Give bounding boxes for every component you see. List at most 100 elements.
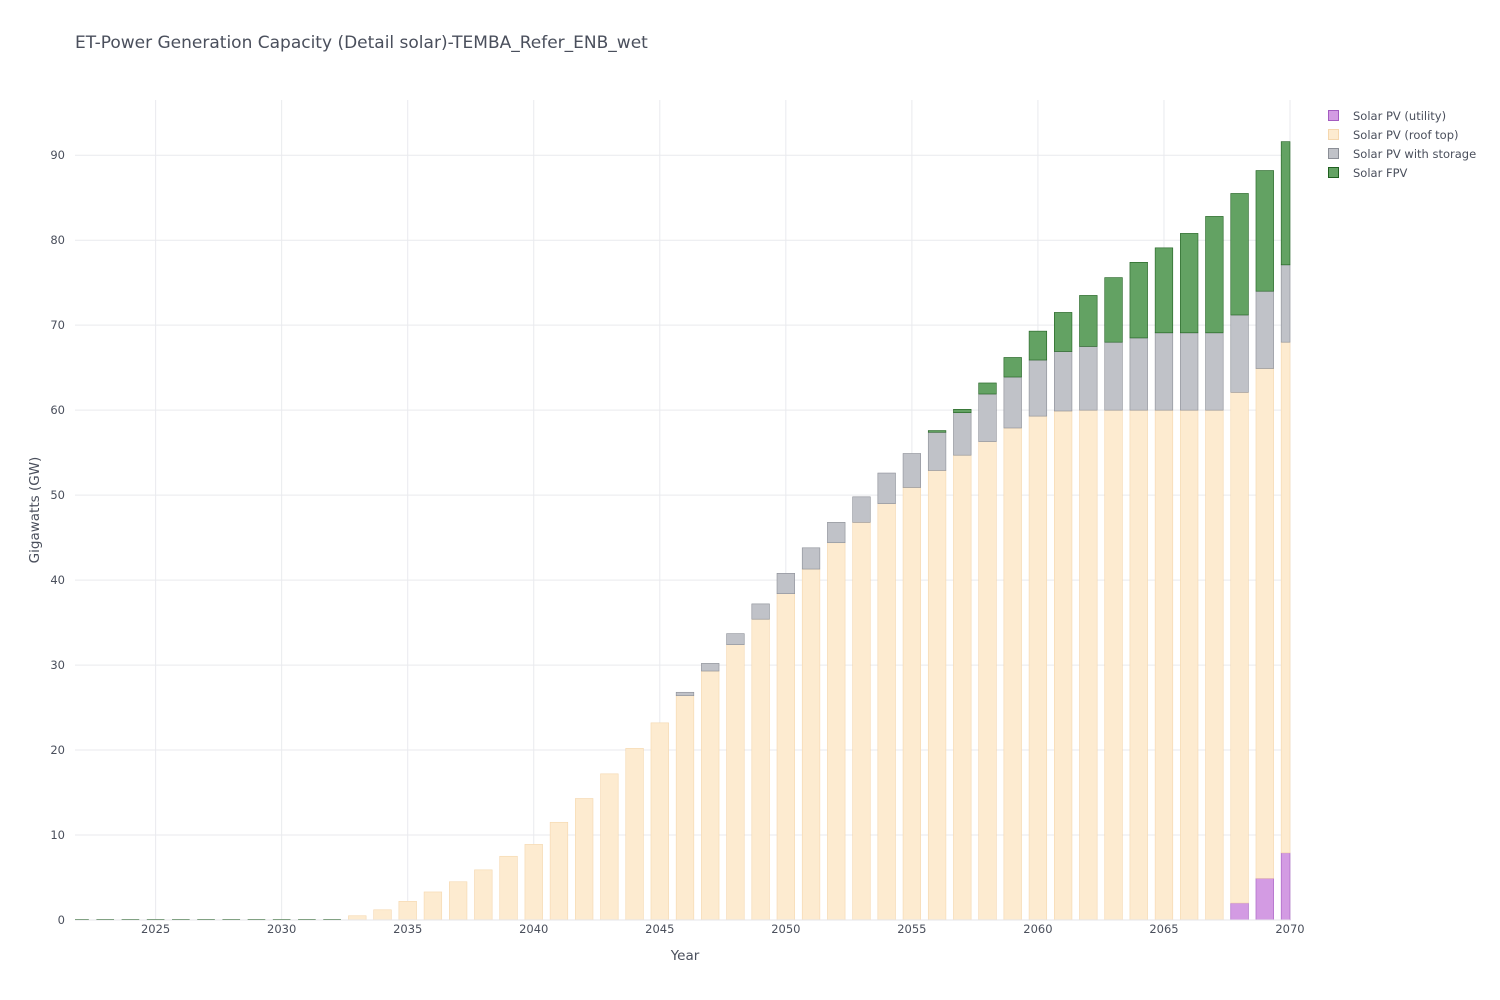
bar-segment[interactable] <box>902 453 921 488</box>
bar-segment[interactable] <box>978 393 997 442</box>
bar-segment[interactable] <box>726 644 745 921</box>
bar-segment[interactable] <box>751 603 770 620</box>
bar-segment[interactable] <box>1003 427 1022 921</box>
bar-segment[interactable] <box>1104 341 1123 411</box>
bar-segment[interactable] <box>1054 410 1073 921</box>
bar-segment[interactable] <box>827 542 846 921</box>
bar-segment[interactable] <box>348 915 367 921</box>
bar-segment[interactable] <box>852 496 871 523</box>
bar-segment[interactable] <box>776 593 795 921</box>
bar-segment[interactable] <box>1255 878 1274 921</box>
bar-segment[interactable] <box>625 748 644 921</box>
bar-segment[interactable] <box>373 909 392 921</box>
bar-segment[interactable] <box>1104 277 1123 343</box>
bar-segment[interactable] <box>675 691 695 696</box>
bar-segment[interactable] <box>675 695 695 921</box>
bar-segment[interactable] <box>1280 852 1291 921</box>
bar-segment[interactable] <box>1079 409 1098 921</box>
legend-item[interactable]: Solar PV (utility) <box>1328 106 1476 125</box>
y-axis-title: Gigawatts (GW) <box>27 457 43 564</box>
y-tick-label: 10 <box>50 828 65 842</box>
legend-item[interactable]: Solar FPV <box>1328 163 1476 182</box>
bar-segment[interactable] <box>398 901 417 921</box>
bar-segment[interactable] <box>701 670 720 921</box>
bar-segment[interactable] <box>927 430 947 433</box>
bar-segment[interactable] <box>1230 392 1249 904</box>
bar-segment[interactable] <box>978 441 997 921</box>
bar-segment[interactable] <box>1230 902 1249 921</box>
bar-segment[interactable] <box>827 522 846 544</box>
bar-segment[interactable] <box>877 503 896 921</box>
bar-segment[interactable] <box>1280 141 1291 266</box>
bar-segment[interactable] <box>1255 368 1274 879</box>
bar-segment[interactable] <box>927 431 947 471</box>
legend-swatch <box>1328 129 1339 140</box>
bar-segment[interactable] <box>1079 295 1098 347</box>
bar-segment[interactable] <box>1255 290 1274 369</box>
bar-segment[interactable] <box>1255 170 1274 292</box>
legend-item[interactable]: Solar PV (roof top) <box>1328 125 1476 144</box>
bar-segment[interactable] <box>1180 233 1199 334</box>
legend-swatch <box>1328 148 1339 159</box>
bar-segment[interactable] <box>1180 332 1199 411</box>
bar-segment[interactable] <box>1129 262 1148 339</box>
y-tick-label: 80 <box>50 233 65 247</box>
legend-label: Solar PV (roof top) <box>1353 127 1459 142</box>
bar-segment[interactable] <box>978 382 997 395</box>
bar-segment[interactable] <box>953 454 972 921</box>
y-tick-label: 20 <box>50 743 65 757</box>
bar-segment[interactable] <box>1129 337 1148 411</box>
bar-segment[interactable] <box>600 773 619 921</box>
bar-segment[interactable] <box>1028 359 1048 417</box>
bar-segment[interactable] <box>801 568 821 921</box>
bar-segment[interactable] <box>726 633 745 645</box>
bar-segment[interactable] <box>751 618 770 921</box>
bar-segment[interactable] <box>927 470 947 921</box>
bar-segment[interactable] <box>1230 314 1249 393</box>
bar-segment[interactable] <box>1104 409 1123 921</box>
bar-segment[interactable] <box>1129 409 1148 921</box>
bar-segment[interactable] <box>1154 247 1174 334</box>
x-tick-label: 2070 <box>1275 922 1304 936</box>
bar-segment[interactable] <box>449 881 468 921</box>
bar-segment[interactable] <box>953 412 972 456</box>
bar-segment[interactable] <box>1280 264 1291 343</box>
bar-segment[interactable] <box>1154 332 1174 411</box>
bar-segment[interactable] <box>524 844 543 921</box>
bar-segment[interactable] <box>1003 357 1022 378</box>
bar-segment[interactable] <box>1180 409 1199 921</box>
bar-segment[interactable] <box>1154 409 1174 921</box>
bar-segment[interactable] <box>474 869 493 921</box>
bar-segment[interactable] <box>701 663 720 672</box>
bar-segment[interactable] <box>549 821 569 921</box>
bars-layer <box>75 141 1291 921</box>
bar-segment[interactable] <box>1028 415 1048 921</box>
bar-segment[interactable] <box>1280 341 1291 854</box>
bar-segment[interactable] <box>1205 216 1224 334</box>
bar-segment[interactable] <box>1028 330 1048 361</box>
bar-segment[interactable] <box>1079 346 1098 411</box>
bar-segment[interactable] <box>1054 312 1073 352</box>
bar-segment[interactable] <box>852 522 871 921</box>
bar-segment[interactable] <box>1230 193 1249 316</box>
bar-segment[interactable] <box>499 855 518 921</box>
x-tick-label: 2025 <box>141 922 170 936</box>
y-tick-label: 90 <box>50 148 65 162</box>
bar-segment[interactable] <box>575 798 594 921</box>
bar-segment[interactable] <box>801 547 821 570</box>
bar-segment[interactable] <box>776 573 795 594</box>
legend-item[interactable]: Solar PV with storage <box>1328 144 1476 163</box>
bar-segment[interactable] <box>1003 376 1022 429</box>
bar-segment[interactable] <box>877 472 896 504</box>
y-tick-label: 30 <box>50 658 65 672</box>
bar-segment[interactable] <box>1205 332 1224 411</box>
bar-segment[interactable] <box>902 487 921 921</box>
legend-swatch <box>1328 167 1339 178</box>
bar-segment[interactable] <box>1054 351 1073 412</box>
bar-segment[interactable] <box>1205 409 1224 921</box>
bar-segment[interactable] <box>423 891 443 921</box>
bar-segment[interactable] <box>650 722 669 921</box>
bar-segment[interactable] <box>953 409 972 414</box>
